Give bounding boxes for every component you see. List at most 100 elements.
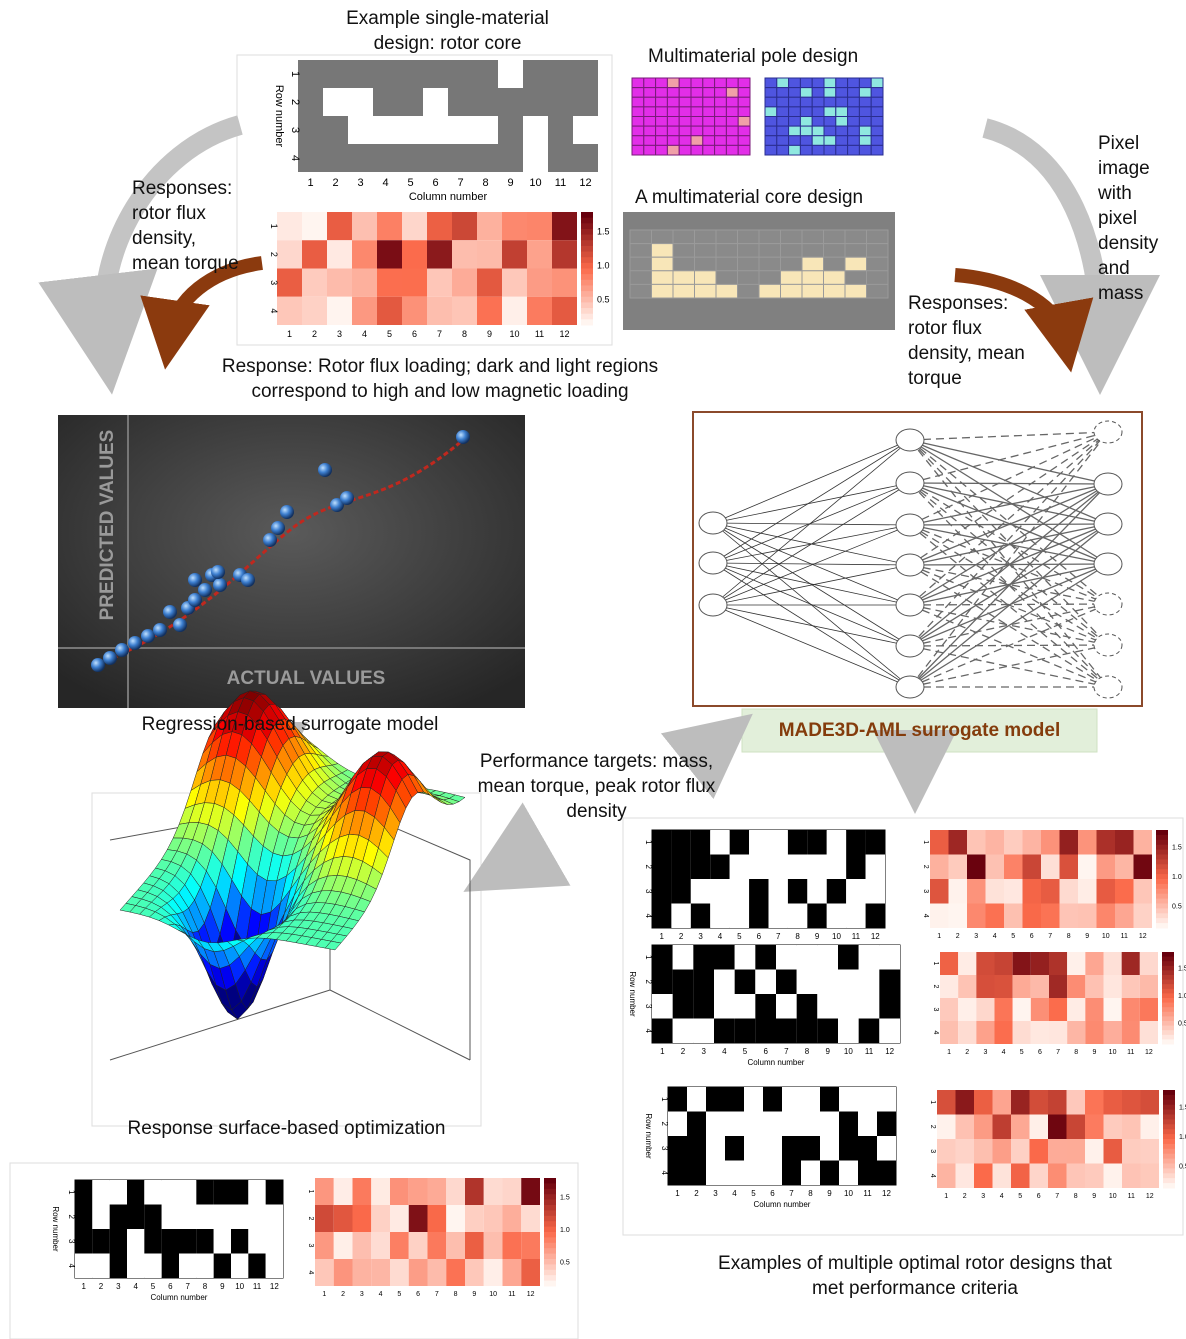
colorbar: [581, 269, 593, 275]
cell: [993, 1090, 1012, 1115]
cell: [473, 144, 498, 172]
cell: [801, 1112, 820, 1137]
colorbar: [1162, 966, 1174, 971]
cell: [484, 1259, 503, 1286]
cell: [448, 116, 473, 144]
cell: [710, 904, 729, 929]
cell: [377, 269, 402, 297]
col-tick-label: 9: [1085, 933, 1089, 940]
cell: [940, 998, 958, 1021]
colorbar: [1163, 1173, 1175, 1178]
cell: [428, 1259, 447, 1286]
cell: [749, 904, 768, 929]
cell: [691, 117, 703, 127]
colorbar: [1156, 913, 1168, 918]
cell: [769, 830, 788, 855]
cell: [75, 1180, 92, 1205]
cell: [956, 1139, 975, 1164]
colorbar: [1156, 850, 1168, 855]
cell: [755, 1019, 776, 1044]
cell: [315, 1259, 334, 1286]
cell: [877, 1112, 896, 1137]
cell: [144, 1254, 161, 1279]
colorbar: [1163, 1095, 1175, 1100]
cell: [162, 1254, 179, 1279]
model-label: MADE3D-AML surrogate model: [742, 718, 1097, 743]
col-tick-label: 6: [432, 177, 438, 189]
col-tick-label: 4: [722, 1047, 727, 1056]
col-tick-label: 8: [454, 1291, 458, 1298]
cell: [266, 1229, 283, 1254]
cell: [498, 144, 523, 172]
cell: [769, 855, 788, 880]
colorbar: [581, 257, 593, 263]
label: Responses: rotor flux density, mean torq…: [132, 176, 247, 276]
cell: [352, 212, 377, 240]
cell: [797, 994, 818, 1019]
cell: [1004, 879, 1023, 904]
cell: [428, 1232, 447, 1259]
cell: [409, 1259, 428, 1286]
cell: [214, 1229, 231, 1254]
cell: [427, 269, 452, 297]
cell: [503, 1232, 522, 1259]
col-tick-label: 2: [312, 329, 317, 339]
cell: [428, 1205, 447, 1232]
cell: [995, 1021, 1013, 1044]
row-tick-label: 1: [269, 224, 279, 229]
cell: [1048, 1139, 1067, 1164]
cell: [749, 855, 768, 880]
cell: [706, 1136, 725, 1161]
col-tick-label: 1: [944, 1193, 948, 1200]
cell: [930, 855, 949, 880]
cell: [848, 126, 860, 136]
cell: [777, 136, 789, 146]
cell: [427, 240, 452, 268]
cell: [477, 240, 502, 268]
node: [1094, 473, 1122, 495]
cell: [845, 230, 867, 244]
cell: [949, 879, 968, 904]
colorbar-label: 1.0: [1179, 1134, 1186, 1141]
colorbar: [581, 252, 593, 258]
cell: [632, 117, 644, 127]
cell: [817, 945, 838, 970]
colorbar: [1156, 855, 1168, 860]
point: [163, 605, 177, 619]
cell: [725, 1112, 744, 1137]
col-tick-label: 1: [81, 1282, 86, 1291]
col-tick-label: 8: [805, 1047, 810, 1056]
cell: [673, 271, 695, 285]
node: [896, 676, 924, 698]
cell: [656, 97, 668, 107]
cell: [871, 107, 883, 117]
cell: [812, 126, 824, 136]
cell: [801, 1087, 820, 1112]
cell: [667, 117, 679, 127]
col-tick-label: 2: [965, 1049, 969, 1056]
cell: [781, 230, 803, 244]
cell: [710, 830, 729, 855]
cell: [144, 1205, 161, 1230]
col-tick-label: 7: [1056, 1049, 1060, 1056]
cell: [781, 257, 803, 271]
cell: [715, 126, 727, 136]
col-tick-label: 1: [675, 1189, 680, 1198]
axis-title: ACTUAL VALUES: [227, 668, 386, 689]
colorbar: [1163, 1164, 1175, 1169]
cell: [738, 78, 750, 88]
row-tick-label: 1: [644, 955, 653, 960]
cell: [871, 136, 883, 146]
cell: [630, 284, 652, 298]
cell: [1067, 1090, 1086, 1115]
colorbar: [581, 218, 593, 224]
colorbar: [581, 235, 593, 241]
cell: [859, 117, 871, 127]
colorbar: [1162, 989, 1174, 994]
col-tick-label: 2: [956, 933, 960, 940]
col-tick-label: 5: [397, 1291, 401, 1298]
point: [263, 533, 277, 547]
cell: [777, 145, 789, 155]
cell: [738, 97, 750, 107]
col-tick-label: 4: [993, 933, 997, 940]
